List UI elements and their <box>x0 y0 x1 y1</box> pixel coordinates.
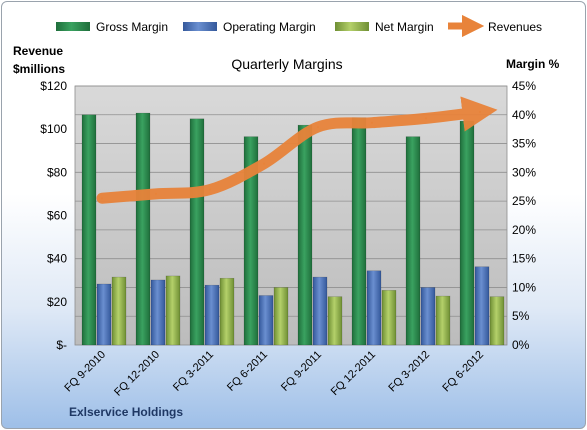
gross-margin-bar <box>135 112 151 346</box>
gross-margin-bar <box>189 118 205 346</box>
right-axis-title: Margin % <box>506 57 560 71</box>
revenue-point <box>101 197 103 200</box>
left-axis-ticks: $- $20 $40 $60 $80 $100 $120 <box>40 79 67 352</box>
x-tick-label: FQ 6-2012 <box>440 349 486 395</box>
revenue-point <box>263 162 265 165</box>
company-name: Exlservice Holdings <box>69 405 183 419</box>
revenue-point <box>479 110 481 113</box>
operating-margin-bar <box>312 276 328 346</box>
net-margin-bar <box>219 277 235 346</box>
bars <box>81 112 505 346</box>
right-tick-label: 20% <box>512 223 536 237</box>
revenue-point <box>371 121 373 124</box>
right-tick-label: 40% <box>512 108 536 122</box>
net-margin-bar <box>111 276 127 346</box>
revenue-series <box>96 96 498 204</box>
gross-margin-bar <box>351 117 367 346</box>
legend-label-operating-margin: Operating Margin <box>223 20 316 34</box>
net-margin-bar <box>489 296 505 346</box>
right-tick-label: 15% <box>512 252 536 266</box>
left-tick-label: $60 <box>47 209 67 223</box>
left-tick-label: $120 <box>40 79 67 93</box>
revenue-point <box>317 126 319 129</box>
net-margin-bar <box>165 275 181 346</box>
x-tick-label: FQ 9-2011 <box>279 349 324 394</box>
right-axis-ticks: 0% 5% 10% 15% 20% 25% 30% 35% 40% 45% <box>512 79 536 352</box>
right-tick-label: 10% <box>512 280 536 294</box>
left-tick-label: $- <box>56 338 67 352</box>
x-tick-label: FQ 3-2011 <box>171 349 216 394</box>
net-margin-bar <box>327 296 343 346</box>
x-tick-label: FQ 3-2012 <box>386 349 432 395</box>
revenue-point <box>209 188 211 191</box>
right-tick-label: 45% <box>512 79 536 93</box>
left-tick-label: $100 <box>40 122 67 136</box>
right-tick-label: 30% <box>512 165 536 179</box>
revenue-point <box>425 117 427 120</box>
operating-margin-bar <box>474 266 490 346</box>
legend-swatch-gross-margin <box>56 22 90 31</box>
chart-title: Quarterly Margins <box>231 56 342 72</box>
net-margin-bar <box>435 295 451 346</box>
right-tick-label: 35% <box>512 137 536 151</box>
net-margin-bar <box>273 287 289 346</box>
right-tick-label: 0% <box>512 338 530 352</box>
gross-margin-bar <box>297 124 313 346</box>
legend-label-gross-margin: Gross Margin <box>96 20 168 34</box>
gross-margin-bar <box>81 114 97 346</box>
operating-margin-bar <box>420 287 436 346</box>
legend-swatch-net-margin <box>335 22 369 31</box>
right-tick-label: 25% <box>512 194 536 208</box>
left-axis-title-line2: $millions <box>13 62 65 76</box>
x-axis-ticks: FQ 9-2010 FQ 12-2010 FQ 3-2011 FQ 6-2011 FQ … <box>62 349 486 399</box>
operating-margin-bar <box>258 295 274 346</box>
operating-margin-bar <box>204 284 220 346</box>
operating-margin-bar <box>150 279 166 346</box>
legend-swatch-operating-margin <box>183 22 217 31</box>
x-tick-label: FQ 6-2011 <box>225 349 270 394</box>
revenue-line <box>96 96 498 204</box>
left-tick-label: $20 <box>47 295 67 309</box>
left-tick-label: $40 <box>47 252 67 266</box>
x-tick-label: FQ 9-2010 <box>62 349 108 395</box>
operating-margin-bar <box>96 283 112 346</box>
legend: Gross Margin Operating Margin Net Margin… <box>56 14 542 38</box>
operating-margin-bar <box>366 270 382 346</box>
right-tick-label: 5% <box>512 309 530 323</box>
x-tick-label: FQ 12-2011 <box>329 349 378 398</box>
left-tick-label: $80 <box>47 165 67 179</box>
x-tick-label: FQ 12-2010 <box>112 349 162 399</box>
gross-margin-bar <box>405 136 421 346</box>
legend-label-revenues: Revenues <box>488 20 542 34</box>
gross-margin-bar <box>243 136 259 346</box>
gross-margin-bar <box>459 120 475 346</box>
left-axis-title-line1: Revenue <box>13 44 63 58</box>
revenue-point <box>155 192 157 195</box>
legend-label-net-margin: Net Margin <box>375 20 434 34</box>
net-margin-bar <box>381 290 397 346</box>
